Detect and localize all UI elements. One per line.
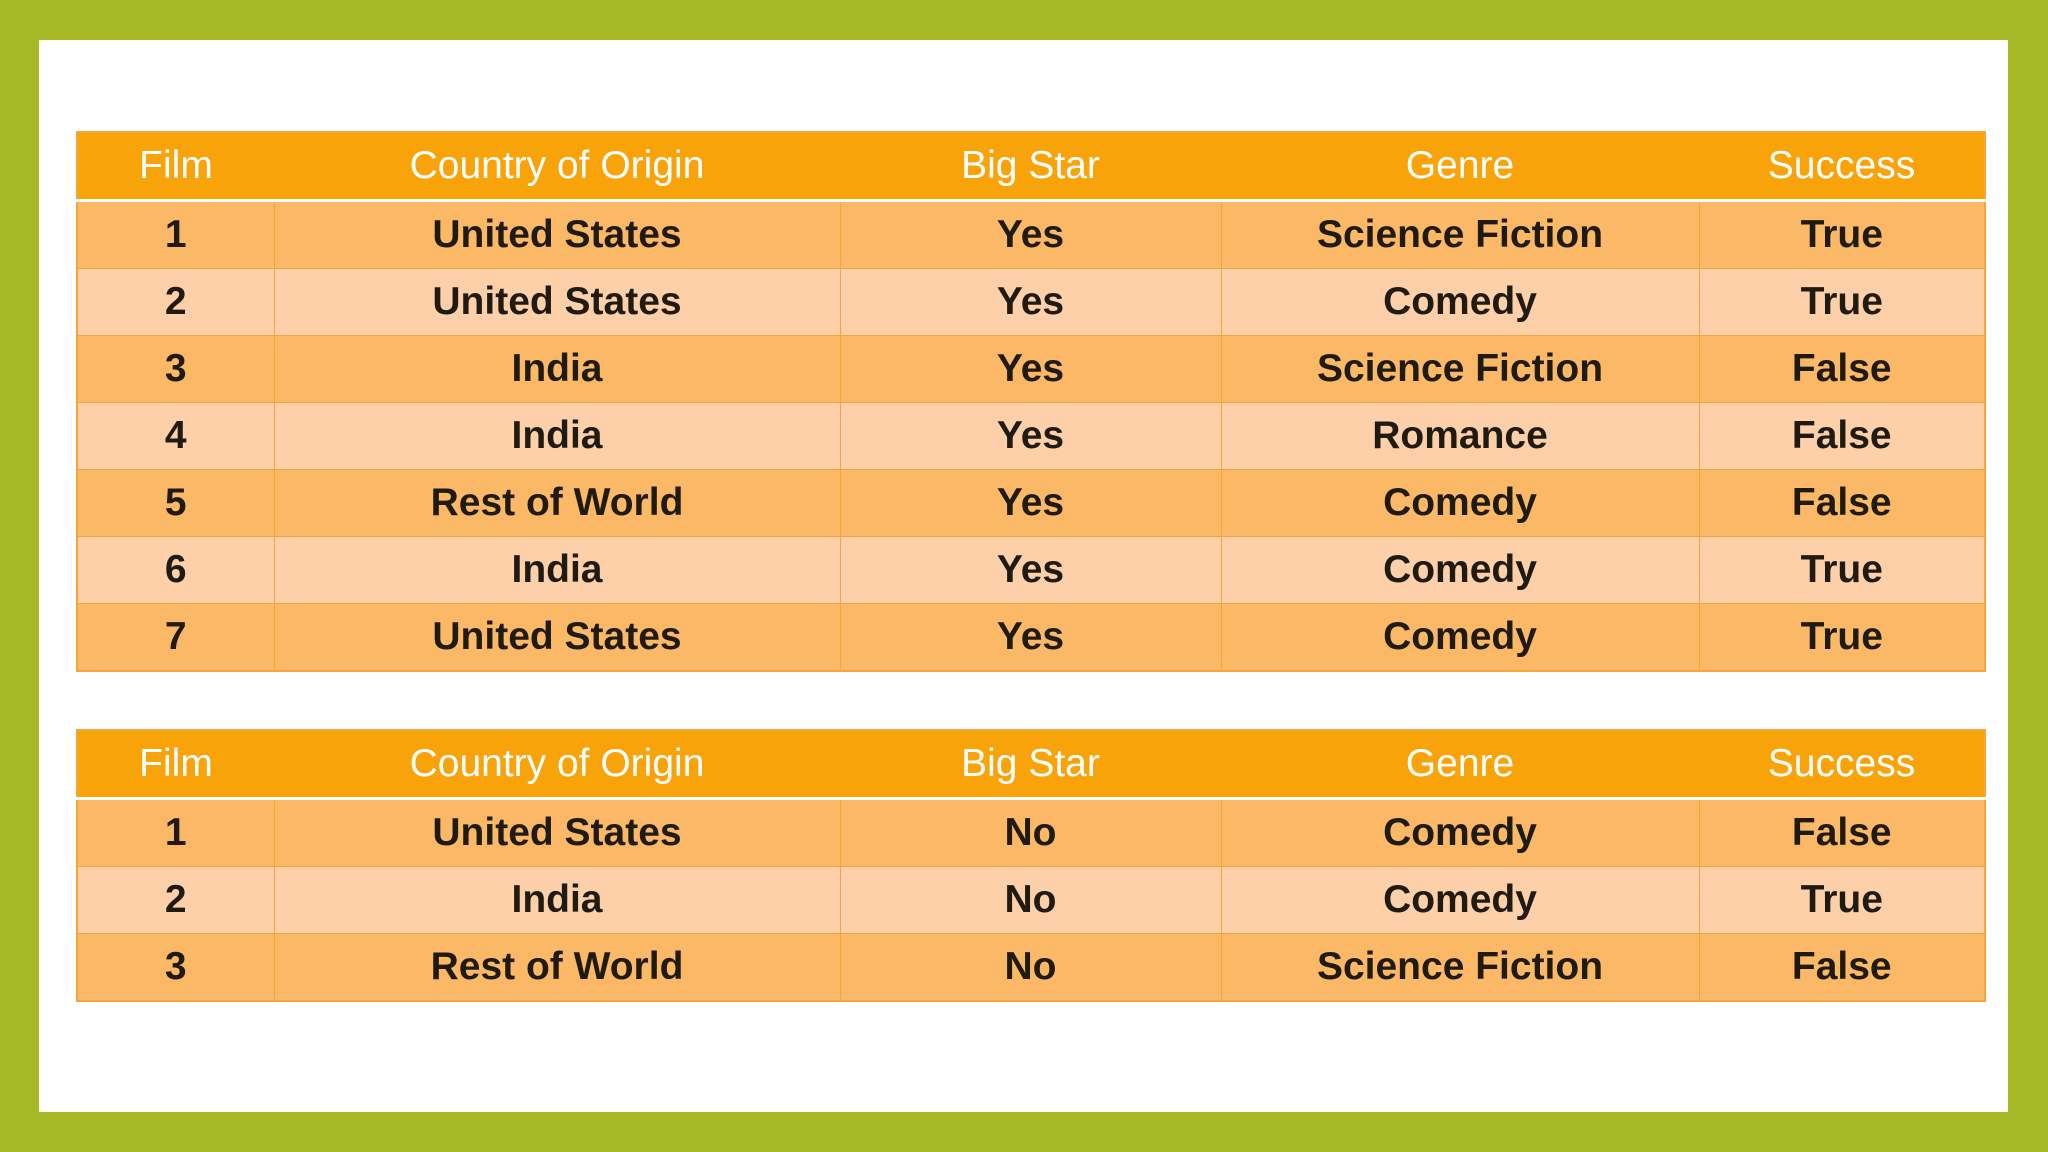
cell-country: Rest of World bbox=[273, 469, 841, 537]
cell-big-star: No bbox=[839, 798, 1222, 867]
cell-country: United States bbox=[273, 603, 841, 672]
cell-big-star: Yes bbox=[839, 536, 1222, 604]
cell-genre: Science Fiction bbox=[1220, 200, 1700, 269]
table-header-row: Film Country of Origin Big Star Genre Su… bbox=[77, 132, 1985, 202]
cell-country: India bbox=[273, 335, 841, 403]
header-genre: Genre bbox=[1221, 730, 1699, 800]
header-success: Success bbox=[1699, 132, 1985, 202]
cell-genre: Science Fiction bbox=[1220, 335, 1700, 403]
table-header-row: Film Country of Origin Big Star Genre Su… bbox=[77, 730, 1985, 800]
header-big-star: Big Star bbox=[840, 132, 1221, 202]
cell-country: India bbox=[273, 536, 841, 604]
cell-country: India bbox=[273, 866, 841, 934]
cell-success: False bbox=[1698, 335, 1986, 403]
cell-success: False bbox=[1698, 798, 1986, 867]
cell-film: 7 bbox=[76, 603, 275, 672]
cell-big-star: Yes bbox=[839, 268, 1222, 336]
cell-film: 3 bbox=[76, 335, 275, 403]
header-film: Film bbox=[77, 132, 274, 202]
table-row: 6 India Yes Comedy True bbox=[76, 536, 1986, 604]
cell-country: United States bbox=[273, 268, 841, 336]
cell-success: True bbox=[1698, 268, 1986, 336]
cell-genre: Comedy bbox=[1220, 603, 1700, 672]
cell-genre: Comedy bbox=[1220, 798, 1700, 867]
table-row: 3 Rest of World No Science Fiction False bbox=[76, 933, 1986, 1002]
cell-film: 6 bbox=[76, 536, 275, 604]
cell-film: 3 bbox=[76, 933, 275, 1002]
cell-film: 4 bbox=[76, 402, 275, 470]
table-row: 5 Rest of World Yes Comedy False bbox=[76, 469, 1986, 537]
cell-big-star: Yes bbox=[839, 200, 1222, 269]
cell-genre: Science Fiction bbox=[1220, 933, 1700, 1002]
cell-success: False bbox=[1698, 402, 1986, 470]
cell-success: True bbox=[1698, 603, 1986, 672]
films-table-big-star: Film Country of Origin Big Star Genre Su… bbox=[76, 131, 1986, 672]
cell-film: 1 bbox=[76, 798, 275, 867]
table-row: 3 India Yes Science Fiction False bbox=[76, 335, 1986, 403]
cell-genre: Comedy bbox=[1220, 469, 1700, 537]
cell-genre: Comedy bbox=[1220, 866, 1700, 934]
cell-big-star: Yes bbox=[839, 402, 1222, 470]
cell-country: India bbox=[273, 402, 841, 470]
header-big-star: Big Star bbox=[840, 730, 1221, 800]
cell-film: 1 bbox=[76, 200, 275, 269]
table-row: 1 United States No Comedy False bbox=[76, 798, 1986, 867]
cell-big-star: Yes bbox=[839, 603, 1222, 672]
table-row: 7 United States Yes Comedy True bbox=[76, 603, 1986, 672]
table-row: 2 India No Comedy True bbox=[76, 866, 1986, 934]
films-table-no-big-star: Film Country of Origin Big Star Genre Su… bbox=[76, 729, 1986, 1002]
cell-success: True bbox=[1698, 200, 1986, 269]
cell-genre: Comedy bbox=[1220, 536, 1700, 604]
cell-success: False bbox=[1698, 933, 1986, 1002]
header-country: Country of Origin bbox=[274, 730, 840, 800]
header-film: Film bbox=[77, 730, 274, 800]
cell-big-star: Yes bbox=[839, 335, 1222, 403]
cell-film: 5 bbox=[76, 469, 275, 537]
cell-country: United States bbox=[273, 200, 841, 269]
header-success: Success bbox=[1699, 730, 1985, 800]
cell-success: True bbox=[1698, 536, 1986, 604]
cell-country: Rest of World bbox=[273, 933, 841, 1002]
table-row: 4 India Yes Romance False bbox=[76, 402, 1986, 470]
cell-film: 2 bbox=[76, 268, 275, 336]
table-row: 2 United States Yes Comedy True bbox=[76, 268, 1986, 336]
cell-country: United States bbox=[273, 798, 841, 867]
cell-big-star: No bbox=[839, 933, 1222, 1002]
cell-genre: Romance bbox=[1220, 402, 1700, 470]
cell-genre: Comedy bbox=[1220, 268, 1700, 336]
header-genre: Genre bbox=[1221, 132, 1699, 202]
header-country: Country of Origin bbox=[274, 132, 840, 202]
cell-success: False bbox=[1698, 469, 1986, 537]
table-row: 1 United States Yes Science Fiction True bbox=[76, 200, 1986, 269]
cell-film: 2 bbox=[76, 866, 275, 934]
cell-big-star: No bbox=[839, 866, 1222, 934]
slide: Film Country of Origin Big Star Genre Su… bbox=[39, 40, 2008, 1112]
cell-success: True bbox=[1698, 866, 1986, 934]
cell-big-star: Yes bbox=[839, 469, 1222, 537]
